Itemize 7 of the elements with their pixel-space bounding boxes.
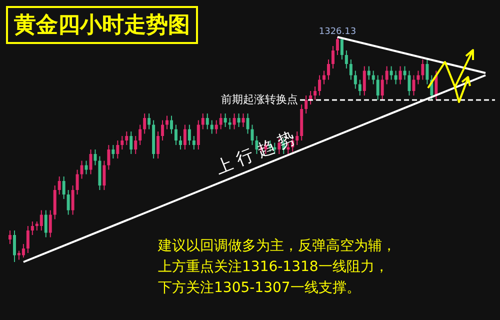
annotation: 上方重点关注1316-1318一线阻力， <box>158 258 390 277</box>
annotation: 建议以回调做多为主，反弹高空为辅， <box>158 237 396 256</box>
ref-line-label: 前期起涨转换点 <box>221 93 298 106</box>
chart-title: 黄金四小时走势图 <box>6 6 198 44</box>
annotation: 1326.13 <box>318 27 356 37</box>
annotation: 上 行 趋 势 <box>212 127 299 180</box>
text: 下方关注1305-1307一线支撑。 <box>158 279 362 298</box>
